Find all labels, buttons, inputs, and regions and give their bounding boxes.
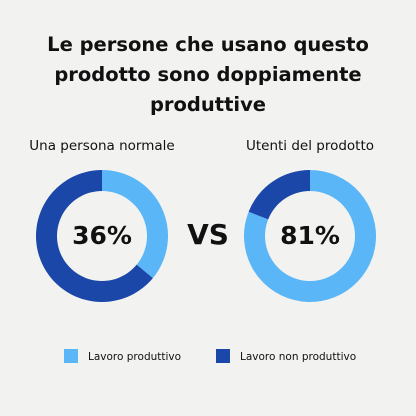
center-label: 81% [280, 221, 340, 250]
chart-title: Una persona normale [29, 138, 174, 154]
donut-segment [243, 170, 376, 303]
donut-segment [102, 170, 168, 279]
title: Le persone che usano questo prodotto son… [47, 33, 369, 116]
center-label: 36% [72, 221, 132, 250]
legend-swatch [64, 349, 78, 363]
legend-swatch [216, 349, 230, 363]
donut-segment [35, 170, 153, 302]
chart-title: Utenti del prodotto [246, 138, 374, 154]
legend-label: Lavoro produttivo [88, 351, 181, 363]
legend-label: Lavoro non produttivo [240, 351, 356, 363]
vs-label: VS [187, 218, 229, 251]
donut-segment [248, 170, 310, 220]
